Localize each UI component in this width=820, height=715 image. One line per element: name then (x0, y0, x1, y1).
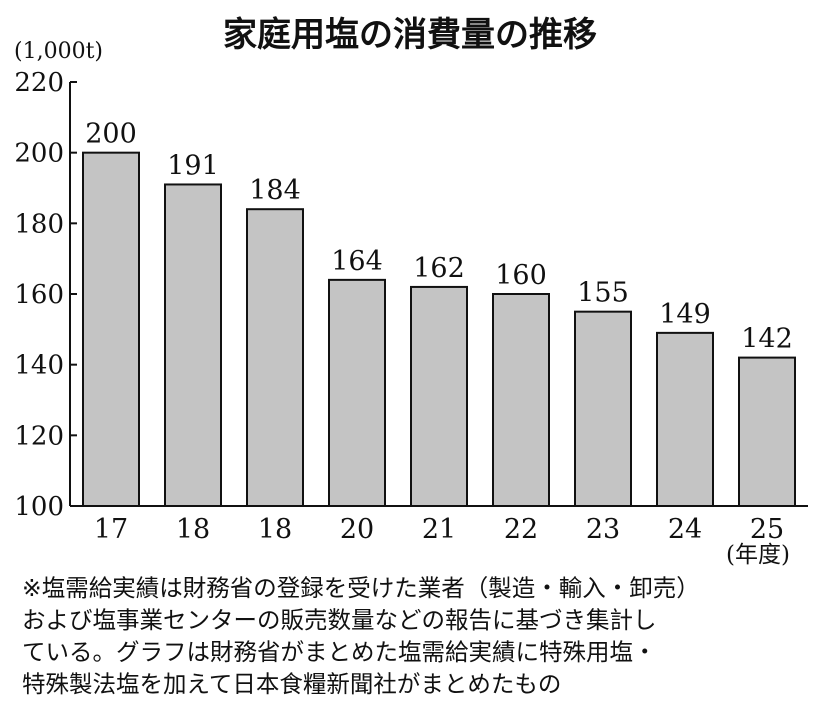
footnote-line: 特殊製法塩を加えて日本食糧新聞社がまとめたもの (22, 670, 562, 698)
bar (82, 151, 140, 508)
x-axis-unit: (年度) (726, 542, 790, 568)
footnote-line: ※塩需給実績は財務省の登録を受けた業者（製造・輸入・卸売） (22, 574, 700, 602)
footnote-line: ている。グラフは財務省がまとめた塩需給実績に特殊用塩・ (22, 638, 657, 666)
y-tick-label: 220 (14, 68, 64, 98)
data-label: 162 (413, 253, 465, 284)
x-axis: 17 18 18 20 21 22 23 24 25 (94, 514, 784, 545)
y-axis: 100 120 140 160 180 200 220 (14, 68, 77, 522)
y-tick-label: 180 (14, 209, 64, 239)
data-label: 200 (85, 119, 137, 150)
x-tick-label: 21 (422, 514, 456, 545)
y-tick-label: 140 (14, 351, 64, 381)
x-tick-label: 23 (586, 514, 620, 545)
bar (410, 285, 468, 507)
data-label: 160 (495, 260, 547, 291)
y-tick-label: 120 (14, 421, 64, 451)
data-label: 142 (741, 324, 793, 355)
bar (574, 310, 632, 507)
x-tick-label: 25 (750, 514, 784, 545)
bar (246, 208, 304, 507)
x-tick-label: 18 (258, 514, 292, 545)
x-tick-label: 17 (94, 514, 128, 545)
y-tick-label: 100 (14, 492, 64, 522)
data-label: 184 (249, 175, 301, 206)
footnote-line: および塩事業センターの販売数量などの報告に基づき集計し (22, 606, 657, 634)
bar (738, 356, 796, 507)
y-tick-label: 200 (14, 139, 64, 169)
data-label: 164 (331, 246, 383, 277)
chart-title: 家庭用塩の消費量の推移 (223, 15, 597, 55)
x-tick-label: 24 (668, 514, 702, 545)
bar (164, 183, 222, 507)
bars-group: 200 191 184 164 162 160 155 149 142 (82, 119, 796, 508)
data-label: 149 (659, 299, 711, 330)
y-axis-unit: (1,000t) (14, 39, 103, 64)
bar (492, 293, 550, 507)
x-tick-label: 22 (504, 514, 538, 545)
x-tick-label: 20 (340, 514, 374, 545)
x-tick-label: 18 (176, 514, 210, 545)
footnote: ※塩需給実績は財務省の登録を受けた業者（製造・輸入・卸売） および塩事業センター… (22, 572, 812, 700)
bar (328, 278, 386, 507)
y-tick-label: 160 (14, 280, 64, 310)
data-label: 155 (577, 278, 629, 309)
data-label: 191 (167, 150, 219, 181)
bar (656, 331, 714, 507)
